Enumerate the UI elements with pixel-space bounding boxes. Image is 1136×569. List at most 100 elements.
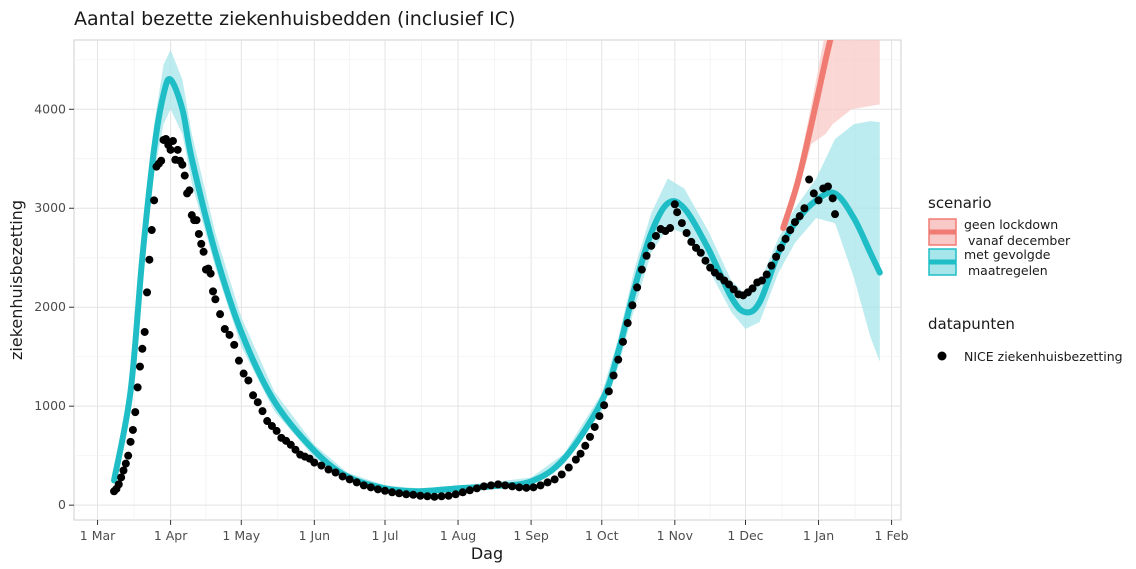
data-point [194, 229, 203, 238]
x-tick-label: 1 Jul [372, 528, 399, 543]
data-point [352, 478, 361, 487]
data-point [673, 208, 682, 217]
data-point [729, 285, 738, 294]
data-point [253, 398, 262, 407]
legend-label-geen-lockdown-2: vanaf december [968, 233, 1071, 248]
data-point [338, 472, 347, 481]
data-point [809, 189, 818, 198]
data-point [324, 465, 333, 474]
data-point [623, 319, 632, 328]
y-tick-label: 4000 [34, 101, 66, 116]
data-point [220, 324, 229, 333]
data-point [145, 255, 154, 264]
data-point [604, 387, 613, 396]
data-point [600, 401, 609, 410]
data-point [192, 216, 201, 225]
data-point [564, 463, 573, 472]
data-point [487, 481, 496, 490]
data-point [609, 371, 618, 380]
data-point [633, 283, 642, 292]
data-point [147, 226, 156, 235]
data-point [706, 263, 715, 272]
data-point [795, 212, 804, 221]
data-point [508, 482, 517, 491]
data-point [119, 466, 128, 475]
data-point [585, 432, 594, 441]
data-point [209, 287, 218, 296]
data-point [185, 186, 194, 195]
data-point [701, 256, 710, 265]
data-point [143, 288, 152, 297]
data-point [692, 243, 701, 252]
legend-label-met-gevolgde-1: met gevolgde [964, 247, 1051, 262]
legend-item-met-gevolgde: met gevolgde maatregelen [928, 247, 1051, 278]
data-point [786, 226, 795, 235]
legend-item-geen-lockdown: geen lockdown vanaf december [928, 217, 1071, 248]
data-point [234, 356, 243, 365]
data-point [748, 284, 757, 293]
data-points [110, 134, 840, 501]
data-point [409, 490, 418, 499]
data-point [230, 340, 239, 349]
data-point [725, 280, 734, 289]
data-point [628, 301, 637, 310]
data-point [536, 481, 545, 490]
data-point [772, 252, 781, 261]
data-point [131, 408, 140, 417]
data-point [479, 482, 488, 491]
band-met-gevolgde-maatregelen [114, 49, 880, 495]
data-point [647, 241, 656, 250]
legend-title: scenario [928, 194, 992, 212]
data-point [501, 481, 510, 490]
data-point [522, 483, 531, 492]
data-point [225, 330, 234, 339]
data-point [800, 204, 809, 213]
y-tick-label: 2000 [34, 299, 66, 314]
series-layer [111, 40, 883, 495]
y-tick-label: 0 [58, 497, 66, 512]
data-point [529, 483, 538, 492]
x-tick-label: 1 Oct [585, 528, 619, 543]
data-point [618, 337, 627, 346]
data-point [197, 239, 206, 248]
legend-points-label: NICE ziekenhuisbezetting [964, 349, 1123, 364]
legend-points-title: datapunten [928, 315, 1015, 333]
data-point [576, 449, 585, 458]
data-point [249, 391, 258, 400]
x-tick-label: 1 Apr [154, 528, 188, 543]
data-point [757, 276, 766, 285]
data-point [423, 492, 432, 501]
data-point [117, 473, 126, 482]
line-met-gevolgde-maatregelen [111, 76, 883, 495]
data-point [465, 486, 474, 495]
data-point [557, 470, 566, 479]
data-point [828, 194, 837, 203]
x-tick-label: 1 Sep [513, 528, 549, 543]
x-tick-label: 1 Nov [657, 528, 694, 543]
x-tick-label: 1 May [222, 528, 260, 543]
data-point [331, 468, 340, 477]
data-point [121, 459, 130, 468]
data-point [571, 455, 580, 464]
data-point [595, 412, 604, 421]
data-point [166, 145, 175, 154]
data-point [451, 490, 460, 499]
chart-title: Aantal bezette ziekenhuisbedden (inclusi… [74, 8, 515, 30]
data-point [677, 219, 686, 228]
data-point [515, 483, 524, 492]
data-point [670, 200, 679, 209]
data-point [180, 171, 189, 180]
data-point [687, 237, 696, 246]
data-point [128, 425, 137, 434]
data-point [157, 156, 166, 165]
data-point [317, 461, 326, 470]
data-point [272, 426, 281, 435]
data-point [590, 422, 599, 431]
data-point [550, 475, 559, 484]
data-point [814, 196, 823, 205]
x-axis: 1 Mar 1 Apr 1 May 1 Jun 1 Jul 1 Aug 1 Sep 1 Oct… [80, 520, 909, 543]
data-point [762, 270, 771, 279]
data-point [150, 196, 159, 205]
data-point [581, 441, 590, 450]
